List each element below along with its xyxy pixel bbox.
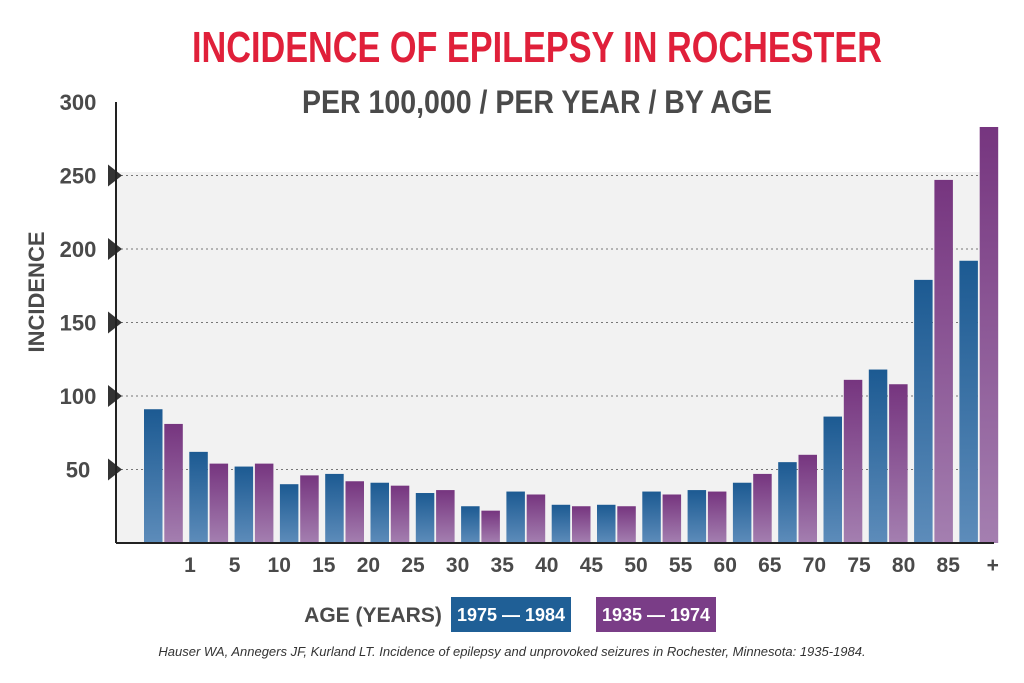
x-tick-label: 45 <box>580 554 604 577</box>
bar-series-1 <box>506 491 525 543</box>
bar-series-2 <box>300 475 319 543</box>
bar-series-2 <box>481 510 500 543</box>
bar-series-1 <box>914 279 933 543</box>
x-tick-label: 40 <box>535 554 558 577</box>
x-tick-label: 30 <box>446 554 469 577</box>
bar-series-1 <box>868 369 888 543</box>
bar-series-1 <box>597 504 616 543</box>
bar-series-2 <box>617 506 636 543</box>
x-tick-label: 50 <box>624 554 647 577</box>
x-tick-label: 15 <box>312 554 336 577</box>
bar-series-2 <box>979 126 999 544</box>
bar-series-1 <box>189 451 208 543</box>
bar-series-2 <box>436 490 455 543</box>
x-tick-label: 1 <box>184 554 196 577</box>
legend: 1975 — 1984 1935 — 1974 <box>451 597 716 632</box>
y-tick-label: 150 <box>60 311 97 336</box>
bars <box>144 126 999 544</box>
x-tick-label: 20 <box>357 554 380 577</box>
x-tick-label: 25 <box>401 554 425 577</box>
y-tick-label: 50 <box>66 458 90 483</box>
bar-series-2 <box>662 494 682 543</box>
bar-series-2 <box>843 379 863 543</box>
x-tick-label: 5 <box>229 554 241 577</box>
x-axis-label: AGE (YEARS) <box>304 604 442 627</box>
y-tick-label: 100 <box>60 384 97 409</box>
legend-label-series-2: 1935 — 1974 <box>602 605 710 625</box>
bar-series-2 <box>572 506 591 543</box>
bar-series-2 <box>753 473 772 543</box>
bar-series-2 <box>526 494 546 543</box>
bar-series-1 <box>415 493 435 543</box>
x-tick-label: 35 <box>491 554 515 577</box>
x-tick-label: 65 <box>758 554 782 577</box>
y-tick-label: 250 <box>60 164 97 189</box>
y-axis-label: INCIDENCE <box>24 231 49 352</box>
bar-series-2 <box>390 485 410 543</box>
bar-series-1 <box>823 416 842 543</box>
chart-title: INCIDENCE OF EPILEPSY IN ROCHESTER <box>192 23 882 72</box>
bar-series-1 <box>370 482 389 543</box>
legend-label-series-1: 1975 — 1984 <box>457 605 565 625</box>
x-tick-label: 75 <box>847 554 871 577</box>
bar-series-2 <box>798 454 817 543</box>
bar-series-1 <box>279 484 299 543</box>
bar-series-1 <box>144 409 163 543</box>
bar-series-2 <box>164 423 183 543</box>
x-tick-label: 55 <box>669 554 693 577</box>
y-tick-label: 300 <box>60 90 97 115</box>
bar-series-2 <box>707 491 727 543</box>
y-tick-label: 200 <box>60 237 97 262</box>
bar-series-2 <box>209 463 229 543</box>
x-tick-label: 10 <box>268 554 291 577</box>
legend-swatch-series-1 <box>451 597 571 632</box>
bar-series-1 <box>325 473 344 543</box>
bar-series-1 <box>732 482 752 543</box>
chart-subtitle: PER 100,000 / PER YEAR / BY AGE <box>302 84 772 120</box>
bar-series-1 <box>687 490 707 543</box>
x-tick-label: 80 <box>892 554 915 577</box>
bar-series-1 <box>461 506 480 543</box>
footnote: Hauser WA, Annegers JF, Kurland LT. Inci… <box>158 644 866 659</box>
legend-swatch-series-2 <box>596 597 716 632</box>
bar-series-2 <box>254 463 274 543</box>
bar-series-1 <box>778 462 797 543</box>
x-axis-ticks: 1 5 10 15 20 25 30 35 40 45 50 55 60 65 70 75 80 85 + <box>184 554 999 577</box>
y-axis-ticks: 50 100 150 200 250 300 <box>60 90 122 483</box>
bar-series-2 <box>889 384 908 543</box>
bar-series-1 <box>959 260 978 543</box>
x-tick-label: 60 <box>714 554 737 577</box>
bar-series-2 <box>345 481 364 543</box>
bar-series-2 <box>934 179 953 543</box>
bar-series-1 <box>551 504 571 543</box>
bar-series-1 <box>642 491 661 543</box>
bar-series-1 <box>234 466 254 543</box>
x-tick-label: + <box>987 554 999 577</box>
x-tick-label: 85 <box>937 554 961 577</box>
x-tick-label: 70 <box>803 554 826 577</box>
